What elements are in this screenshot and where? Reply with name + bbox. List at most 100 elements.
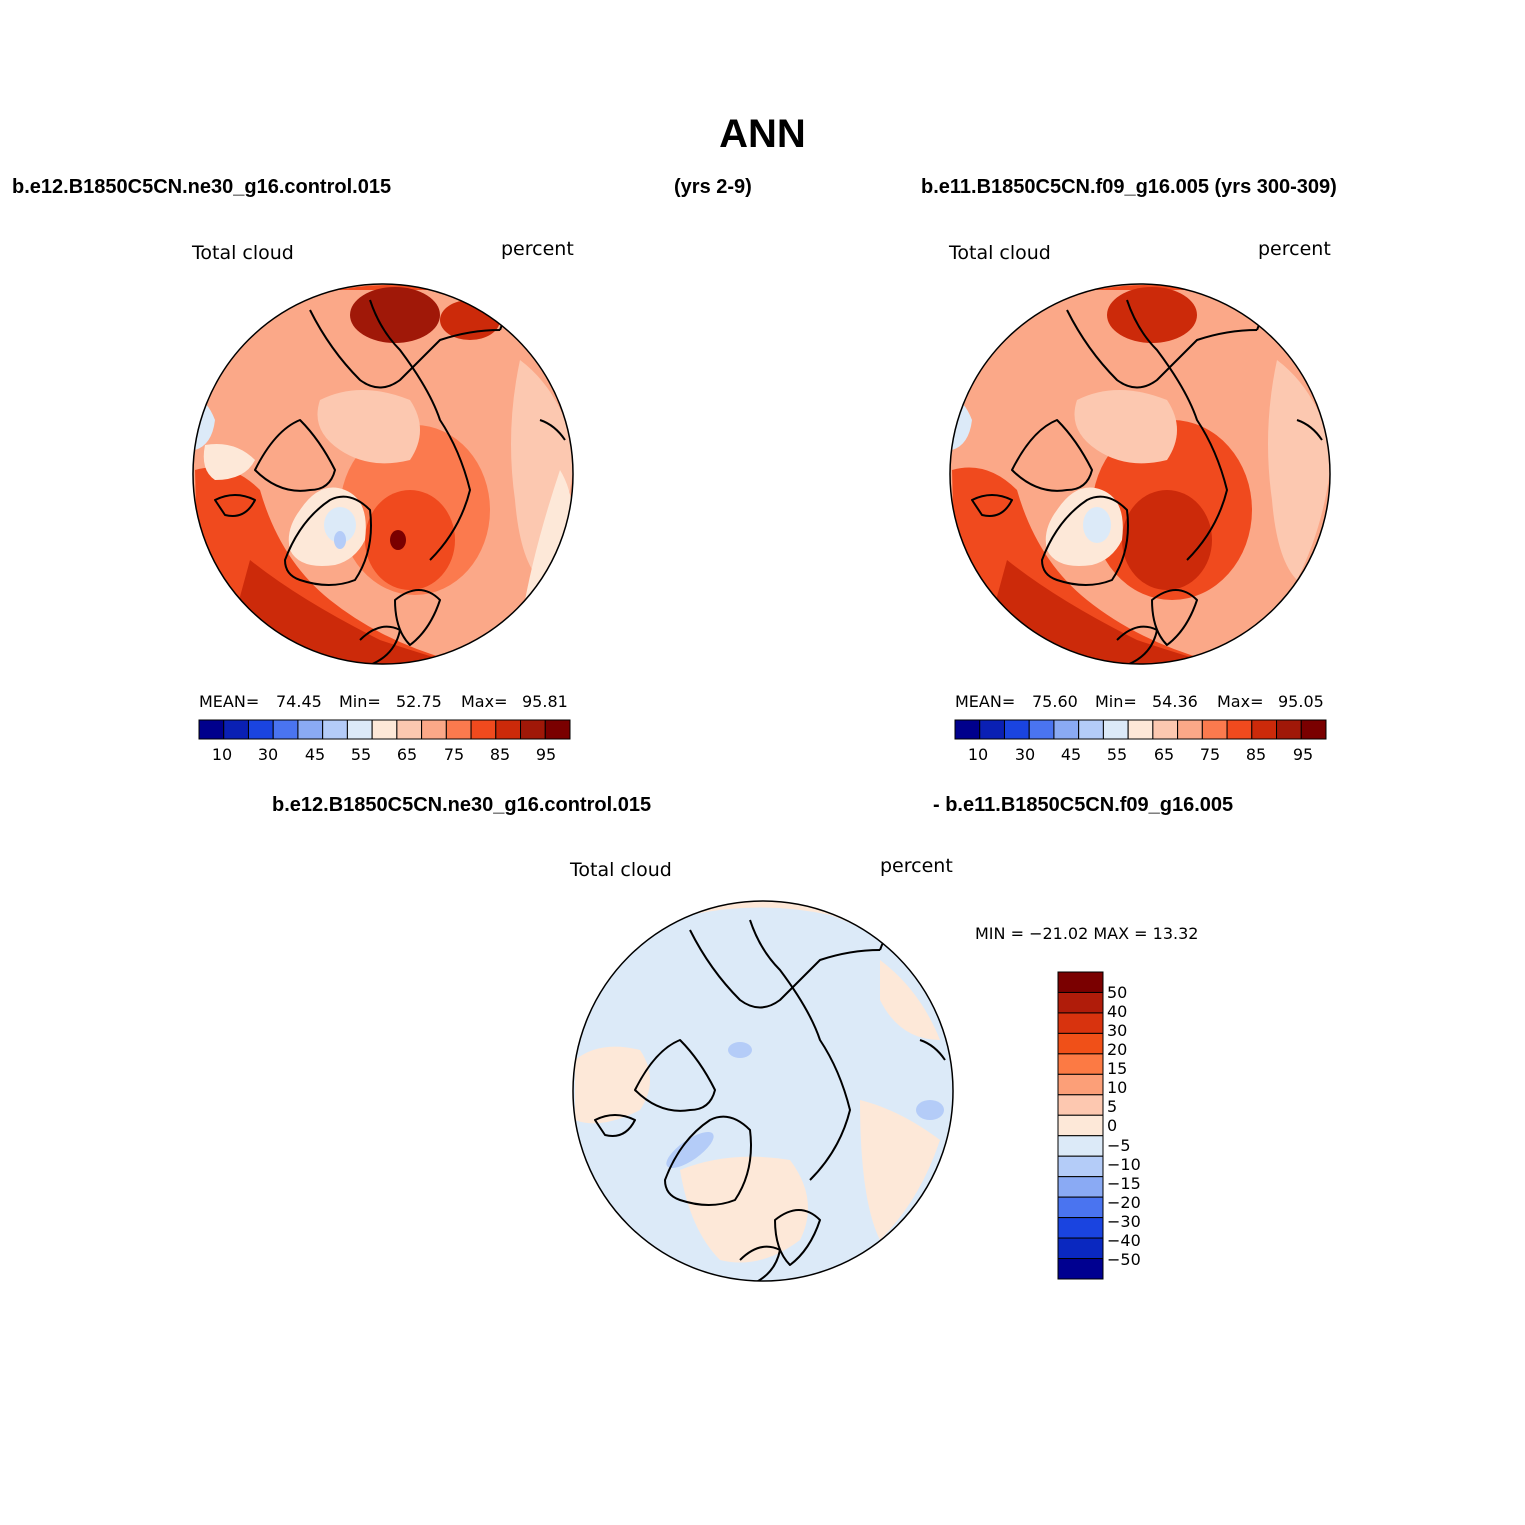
cbar3-tick: −50: [1107, 1250, 1141, 1269]
colorbar-panel1: [198, 719, 571, 740]
panel3-variable-label: Total cloud: [570, 859, 672, 881]
colorbar-swatch: [1177, 719, 1203, 740]
panel2-variable-label: Total cloud: [949, 242, 1051, 264]
colorbar-swatch: [1226, 719, 1253, 740]
cbar3-tick: 20: [1107, 1040, 1128, 1059]
panel2-min-value: 54.36: [1152, 692, 1198, 711]
colorbar-swatch: [1057, 1094, 1104, 1116]
colorbar-panel3: [1057, 971, 1104, 1280]
colorbar-swatch: [1057, 1012, 1104, 1034]
colorbar-swatch: [1057, 1196, 1104, 1219]
panel2-mean-value: 75.60: [1032, 692, 1078, 711]
panel1-mean-value: 74.45: [276, 692, 322, 711]
colorbar-swatch: [1102, 719, 1129, 740]
cbar2-tick: 55: [1106, 745, 1128, 764]
colorbar-swatch: [495, 719, 522, 740]
panel2-min-label: Min=: [1095, 692, 1137, 711]
cbar3-tick: 10: [1107, 1078, 1128, 1097]
panel1-variable-label: Total cloud: [192, 242, 294, 264]
panel3-map: [572, 900, 954, 1282]
colorbar-swatch: [346, 719, 373, 740]
cbar3-tick: −10: [1107, 1155, 1141, 1174]
cbar2-tick: 30: [1014, 745, 1036, 764]
header-years-1: (yrs 2-9): [674, 176, 752, 198]
panel1-map: [192, 283, 574, 665]
colorbar-swatch: [1057, 971, 1104, 993]
panel2-max-label: Max=: [1217, 692, 1264, 711]
cbar2-tick: 45: [1060, 745, 1082, 764]
colorbar-swatch: [979, 719, 1005, 740]
cbar3-tick: 40: [1107, 1002, 1128, 1021]
cbar3-tick: −30: [1107, 1212, 1141, 1231]
colorbar-swatch: [1078, 719, 1104, 740]
panel1-min-label: Min=: [339, 692, 381, 711]
panel2-mean-label: MEAN=: [955, 692, 1016, 711]
cbar3-tick: −15: [1107, 1174, 1141, 1193]
colorbar-swatch: [1003, 719, 1030, 740]
header-diff-case-1: b.e12.B1850C5CN.ne30_g16.control.015: [272, 794, 652, 816]
cbar1-tick: 65: [396, 745, 418, 764]
colorbar-swatch: [445, 719, 472, 740]
colorbar-swatch: [1057, 1114, 1104, 1137]
colorbar-swatch: [1053, 719, 1080, 740]
colorbar-swatch: [1057, 1135, 1104, 1157]
cbar2-tick: 75: [1199, 745, 1221, 764]
colorbar-swatch: [1152, 719, 1179, 740]
colorbar-swatch: [1057, 1155, 1104, 1178]
panel2-map: [949, 283, 1331, 665]
colorbar-panel2: [954, 719, 1327, 740]
figure-title: ANN: [719, 112, 806, 156]
colorbar-swatch: [1057, 1073, 1104, 1096]
colorbar-swatch: [954, 719, 981, 740]
colorbar-swatch: [1057, 1176, 1104, 1198]
panel1-units-label: percent: [501, 238, 574, 260]
colorbar-swatch: [272, 719, 299, 740]
colorbar-swatch: [1057, 1217, 1104, 1239]
colorbar-swatch: [1300, 719, 1327, 740]
colorbar-swatch: [396, 719, 423, 740]
colorbar-swatch: [1057, 991, 1104, 1014]
header-case-2: b.e11.B1850C5CN.f09_g16.005 (yrs 300-309…: [921, 176, 1337, 198]
colorbar-swatch: [223, 719, 249, 740]
header-case-1: b.e12.B1850C5CN.ne30_g16.control.015: [12, 176, 392, 198]
colorbar-swatch: [1057, 1053, 1104, 1075]
cbar1-tick: 45: [304, 745, 326, 764]
cbar3-tick: 15: [1107, 1059, 1128, 1078]
colorbar-swatch: [544, 719, 571, 740]
panel2-max-value: 95.05: [1278, 692, 1324, 711]
colorbar-swatch: [1201, 719, 1228, 740]
panel2-units-label: percent: [1258, 238, 1331, 260]
panel3-units-label: percent: [880, 855, 953, 877]
colorbar-swatch: [1028, 719, 1055, 740]
panel3-minmax-text: MIN = −21.02 MAX = 13.32: [975, 924, 1199, 943]
cbar3-tick: 5: [1107, 1097, 1118, 1116]
panel1-max-label: Max=: [461, 692, 508, 711]
panel1-max-value: 95.81: [522, 692, 568, 711]
colorbar-swatch: [1276, 719, 1302, 740]
cbar3-tick: 30: [1107, 1021, 1128, 1040]
cbar1-tick: 95: [535, 745, 557, 764]
cbar1-tick: 55: [350, 745, 372, 764]
cbar1-tick: 85: [489, 745, 511, 764]
colorbar-swatch: [1057, 1258, 1104, 1280]
cbar3-tick: 0: [1107, 1116, 1118, 1135]
colorbar-swatch: [520, 719, 546, 740]
cbar3-tick: −20: [1107, 1193, 1141, 1212]
panel1-mean-label: MEAN=: [199, 692, 260, 711]
colorbar-swatch: [247, 719, 274, 740]
cbar2-tick: 65: [1153, 745, 1175, 764]
cbar3-tick: −40: [1107, 1231, 1141, 1250]
cbar1-tick: 75: [443, 745, 465, 764]
colorbar-swatch: [1251, 719, 1278, 740]
colorbar-swatch: [421, 719, 447, 740]
colorbar-swatch: [1057, 1032, 1104, 1055]
colorbar-swatch: [297, 719, 324, 740]
colorbar-swatch: [322, 719, 348, 740]
cbar2-tick: 10: [967, 745, 989, 764]
colorbar-swatch: [371, 719, 398, 740]
cbar1-tick: 10: [211, 745, 233, 764]
colorbar-swatch: [198, 719, 225, 740]
colorbar-swatch: [1127, 719, 1154, 740]
colorbar-swatch: [1057, 1237, 1104, 1260]
